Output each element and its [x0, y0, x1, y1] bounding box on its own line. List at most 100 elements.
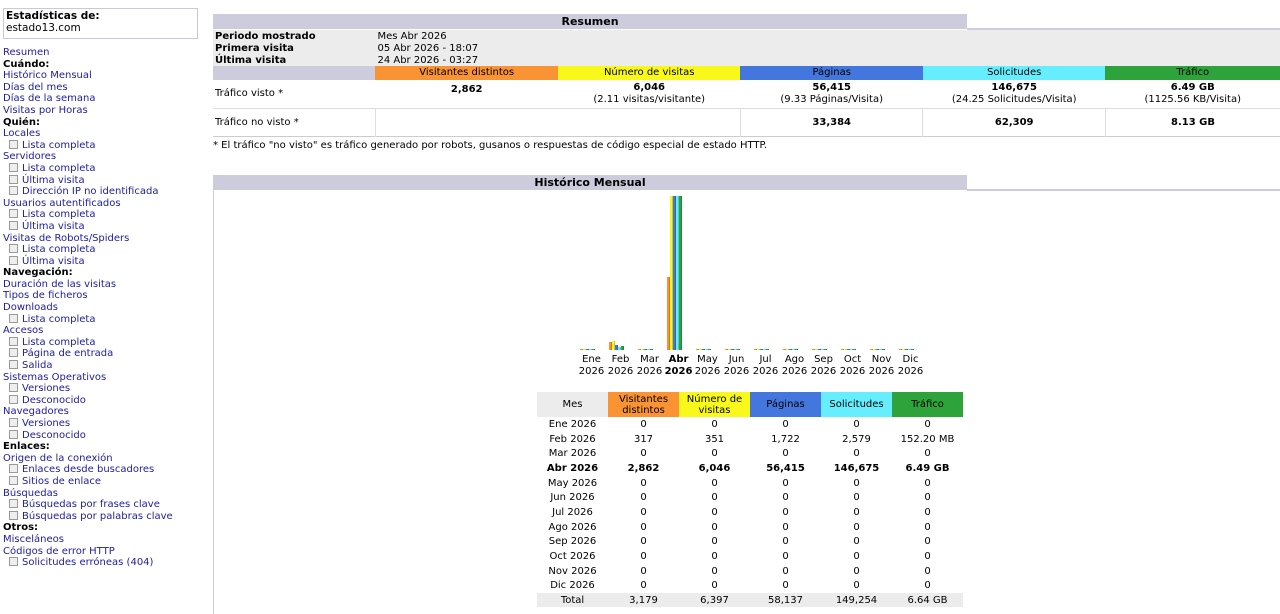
bar-traffic_gb-mar — [650, 349, 653, 350]
bar-requests-dic — [908, 349, 911, 350]
seen-traffic-cell: 6.49 GB (1125.56 KB/Visita) — [1105, 80, 1280, 108]
menu-item-busquedas-por-palabras-clave[interactable]: Búsquedas por palabras clave — [3, 510, 198, 523]
cell-visits: 0 — [711, 492, 718, 504]
cell-month: Ago 2026 — [548, 521, 597, 533]
menu-item-busquedas[interactable]: Búsquedas — [3, 488, 198, 500]
menu-item-lista-completa[interactable]: Lista completa — [3, 336, 198, 349]
menu-item-label: Códigos de error HTTP — [3, 545, 115, 557]
sidebar: Estadísticas de: estado13.com Resumen Cuá… — [0, 0, 200, 614]
menu-item-label: Accesos — [3, 325, 44, 337]
month-label-may: May 2026 — [693, 354, 722, 378]
menu-item-label: Lista completa — [22, 244, 96, 256]
menu-item-downloads[interactable]: Downloads — [3, 302, 198, 314]
cell-month: Dic 2026 — [550, 580, 595, 592]
summary-table: Periodo mostrado Mes Abr 2026 Primera vi… — [213, 30, 1280, 137]
unseen-traffic-label: Tráfico no visto * — [215, 116, 299, 128]
list-icon — [9, 383, 18, 393]
menu-item-duracion-de-las-visitas[interactable]: Duración de las visitas — [3, 279, 198, 291]
site-info-box: Estadísticas de: estado13.com — [3, 8, 198, 39]
monthly-chart: Ene 2026 Feb 2026 Mar 2026 Abr 2026 May 2026 Jun 20… — [578, 192, 933, 382]
bar-pages-oct — [847, 349, 850, 350]
seen-pages-sub: (9.33 Páginas/Visita) — [780, 93, 883, 105]
menu-item-label: Usuarios autentificados — [3, 197, 121, 209]
table-row: Ago 2026 0 0 0 0 0 — [537, 520, 963, 535]
menu-item-label: Búsquedas — [3, 487, 58, 499]
menu-item-versiones[interactable]: Versiones — [3, 418, 198, 430]
cell-traffic: 0 — [924, 565, 931, 577]
menu-item-lista-completa[interactable]: Lista completa — [3, 162, 198, 175]
bar-visits-sep — [815, 349, 818, 350]
month-label-oct: Oct 2026 — [838, 354, 867, 378]
menu-item-visitas-de-robots-spiders[interactable]: Visitas de Robots/Spiders — [3, 233, 198, 245]
list-icon — [9, 313, 18, 323]
menu-item-miscelaneos[interactable]: Misceláneos — [3, 534, 198, 546]
menu-item-label: Versiones — [22, 383, 71, 395]
menu-item-solicitudes-erroneas-404[interactable]: Solicitudes erróneas (404) — [3, 557, 198, 569]
menu-item-versiones[interactable]: Versiones — [3, 383, 198, 395]
menu-item-busquedas-por-frases-clave[interactable]: Búsquedas por frases clave — [3, 499, 198, 511]
menu-item-desconocido[interactable]: Desconocido — [3, 394, 198, 407]
menu-item-salida[interactable]: Salida — [3, 360, 198, 372]
menu-item-navegadores[interactable]: Navegadores — [3, 406, 198, 418]
chart-plot-area — [578, 196, 933, 350]
cell-month: Abr 2026 — [546, 462, 599, 474]
menu-item-label: Solicitudes erróneas (404) — [22, 557, 154, 569]
bar-visits-jun — [728, 349, 731, 350]
monthly-table: Mes Visitantes distintos Número de visit… — [537, 392, 963, 608]
bar-visits-ene — [583, 349, 586, 350]
menu-item-sistemas-operativos[interactable]: Sistemas Operativos — [3, 372, 198, 384]
cell-traffic: 0 — [924, 492, 931, 504]
menu-item-lista-completa[interactable]: Lista completa — [3, 209, 198, 221]
menu-item-usuarios-autentificados[interactable]: Usuarios autentificados — [3, 198, 198, 210]
col-requests: Solicitudes — [821, 392, 892, 417]
menu-item-visitas-por-horas[interactable]: Visitas por Horas — [3, 105, 198, 117]
bar-traffic_gb-sep — [824, 349, 827, 350]
menu-item-resumen[interactable]: Resumen — [3, 47, 198, 59]
menu-item-historico-mensual[interactable]: Histórico Mensual — [3, 70, 198, 82]
menu-item-locales[interactable]: Locales — [3, 128, 198, 140]
cell-visits: 0 — [711, 580, 718, 592]
menu-item-servidores[interactable]: Servidores — [3, 151, 198, 163]
cell-visits: 0 — [711, 448, 718, 460]
bar-pages-dic — [905, 349, 908, 350]
menu-item-label: Otros: — [3, 522, 39, 534]
bar-pages-may — [702, 349, 705, 350]
cell-month: Mar 2026 — [548, 448, 597, 460]
menu-item-ultima-visita[interactable]: Última visita — [3, 255, 198, 268]
last-visit-value: 24 Abr 2026 - 03:27 — [377, 54, 479, 66]
cell-pages: 0 — [782, 477, 789, 489]
menu-item-label: Desconocido — [22, 429, 86, 441]
menu-item-origen-de-la-conexion[interactable]: Origen de la conexión — [3, 453, 198, 465]
menu-item-codigos-de-error-http[interactable]: Códigos de error HTTP — [3, 546, 198, 558]
tick-label-month: Dic — [902, 354, 919, 365]
menu-item-sitios-de-enlace[interactable]: Sitios de enlace — [3, 475, 198, 488]
menu-item-lista-completa[interactable]: Lista completa — [3, 313, 198, 326]
unseen-visits — [558, 108, 741, 136]
menu-item-direccion-ip-no-identificada[interactable]: Dirección IP no identificada — [3, 186, 198, 198]
menu-item-lista-completa[interactable]: Lista completa — [3, 244, 198, 256]
menu-item-dias-del-mes[interactable]: Días del mes — [3, 82, 198, 94]
menu-item-pagina-de-entrada[interactable]: Página de entrada — [3, 348, 198, 360]
cell-visitors: 0 — [640, 580, 647, 592]
tick-label-year: 2026 — [578, 366, 605, 377]
menu-item-tipos-de-ficheros[interactable]: Tipos de ficheros — [3, 290, 198, 302]
bar-visits-nov — [873, 349, 876, 350]
cell-pages: 0 — [782, 418, 789, 430]
menu-item-ultima-visita[interactable]: Última visita — [3, 220, 198, 233]
menu-item-accesos[interactable]: Accesos — [3, 325, 198, 337]
menu-item-lista-completa[interactable]: Lista completa — [3, 139, 198, 152]
menu-item-label: Lista completa — [22, 209, 96, 221]
menu-item-dias-de-la-semana[interactable]: Días de la semana — [3, 93, 198, 105]
bar-requests-feb — [618, 347, 621, 350]
list-icon — [9, 174, 18, 184]
menu-item-label: Resumen — [3, 47, 50, 58]
menu-item-label: Navegación: — [3, 267, 73, 279]
menu-item-label: Lista completa — [22, 162, 96, 174]
header-visits: Número de visitas — [557, 66, 741, 80]
cell-month: May 2026 — [547, 477, 598, 489]
menu-item-desconocido[interactable]: Desconocido — [3, 429, 198, 442]
menu-item-label: Misceláneos — [3, 533, 64, 545]
month-label-ene: Ene 2026 — [577, 354, 606, 378]
menu-item-enlaces-desde-buscadores[interactable]: Enlaces desde buscadores — [3, 464, 198, 476]
menu-item-ultima-visita[interactable]: Última visita — [3, 174, 198, 187]
